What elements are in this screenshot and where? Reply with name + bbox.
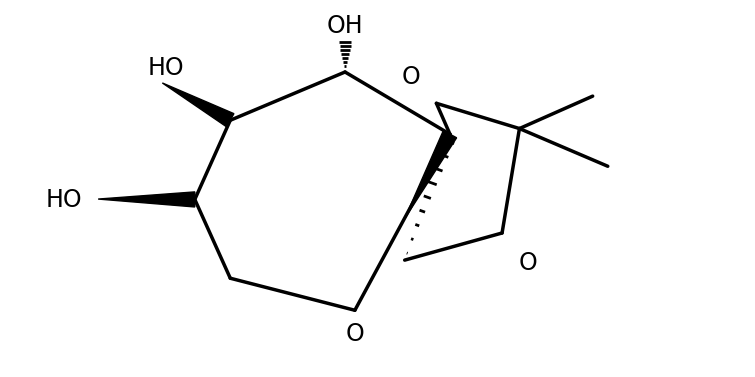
- Polygon shape: [405, 131, 457, 219]
- Text: O: O: [402, 65, 421, 89]
- Text: HO: HO: [46, 188, 82, 212]
- Text: O: O: [519, 251, 538, 275]
- Polygon shape: [98, 192, 195, 207]
- Text: HO: HO: [148, 56, 184, 80]
- Polygon shape: [162, 83, 234, 127]
- Text: OH: OH: [327, 14, 363, 38]
- Text: O: O: [346, 322, 364, 346]
